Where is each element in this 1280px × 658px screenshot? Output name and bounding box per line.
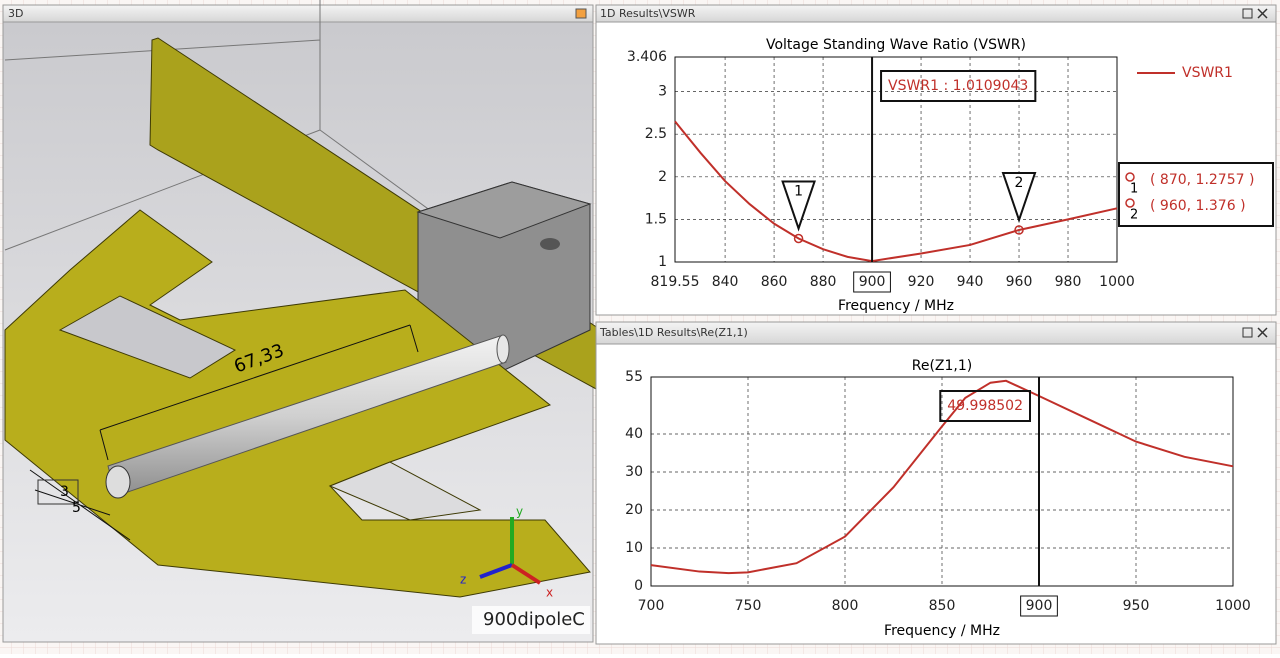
x-tick-label: 950 [1123, 598, 1150, 614]
y-tick-label: 1 [658, 254, 667, 270]
dimension-label: 5 [72, 500, 81, 516]
series-line [674, 120, 1118, 263]
marker-icon [1125, 172, 1135, 182]
x-tick-label: 960 [1006, 274, 1033, 290]
chart-window [595, 321, 1277, 645]
marker-flag [781, 180, 816, 232]
cursor-label-box [880, 70, 1037, 102]
marker-table-number: 1 [1130, 182, 1138, 197]
title-bar [2, 4, 594, 23]
marker-number: 2 [1015, 175, 1024, 191]
plot-frame [650, 376, 1234, 587]
y-tick-label: 0 [634, 578, 643, 594]
x-tick-label: 860 [761, 274, 788, 290]
x-tick-label: 1000 [1099, 274, 1135, 290]
axis-x [510, 563, 542, 585]
x-tick-label: 900 [1026, 598, 1053, 614]
cutout [328, 461, 482, 521]
chart-title: Voltage Standing Wave Ratio (VSWR) [766, 37, 1026, 53]
y-tick-label: 2.5 [645, 126, 667, 142]
dimension-lines [29, 324, 419, 541]
maximize-button[interactable] [1242, 8, 1253, 19]
axes-gizmo [479, 517, 542, 585]
x-axis-label: Frequency / MHz [838, 298, 954, 314]
marker-icon [1125, 198, 1135, 208]
y-tick-label: 30 [625, 464, 643, 480]
y-tick-label: 40 [625, 426, 643, 442]
feed [105, 465, 131, 499]
axis-label: y [516, 505, 523, 519]
y-tick-label: 3 [658, 84, 667, 100]
plot-frame [674, 56, 1118, 263]
close-button[interactable] [1257, 327, 1268, 338]
marker-number: 1 [794, 184, 803, 200]
model-3d [4, 0, 599, 598]
y-tick-label: 10 [625, 540, 643, 556]
model-name-box [472, 606, 590, 634]
cursor-tick-box [1020, 595, 1058, 617]
window-title: Tables\1D Results\Re(Z1,1) [599, 326, 748, 339]
box-top [416, 181, 592, 239]
chart-title: Re(Z1,1) [912, 358, 973, 374]
title-bar [595, 321, 1277, 345]
close-button[interactable] [1257, 8, 1268, 19]
maximize-button[interactable] [1242, 327, 1253, 338]
cursor-label: VSWR1 : 1.0109043 [888, 78, 1028, 94]
x-tick-label: 940 [957, 274, 984, 290]
legend-label: VSWR1 [1182, 65, 1233, 81]
marker-table-box [1118, 162, 1274, 227]
y-tick-label: 55 [625, 369, 643, 385]
title-bar [595, 4, 1277, 23]
maximize-button[interactable] [575, 8, 587, 19]
cursor-label-box [939, 390, 1031, 422]
cursor-label: 49.998502 [947, 398, 1023, 414]
y-tick-label: 1.5 [645, 211, 667, 227]
marker-flag [1001, 171, 1037, 224]
marker-table-number: 2 [1130, 208, 1138, 223]
axis-label: x [546, 586, 553, 600]
x-tick-label: 920 [908, 274, 935, 290]
axis-z [479, 563, 513, 579]
box-hole [540, 238, 560, 250]
x-axis-label: Frequency / MHz [884, 623, 1000, 639]
x-tick-label: 880 [810, 274, 837, 290]
series-line [650, 379, 1234, 575]
marker-point [793, 233, 804, 244]
x-tick-label: 750 [735, 598, 762, 614]
cursor-tick-box [853, 271, 891, 293]
dim-box [37, 479, 79, 505]
x-tick-label: 800 [832, 598, 859, 614]
axis-label: z [460, 573, 466, 587]
y-tick-label: 20 [625, 502, 643, 518]
marker-point [1014, 225, 1024, 235]
marker-table-text: ( 870, 1.2757 ) [1150, 172, 1254, 188]
model-name: 900dipoleC [483, 609, 585, 630]
x-tick-label: 900 [859, 274, 886, 290]
window-title: 1D Results\VSWR [600, 7, 696, 20]
x-tick-label: 819.55 [651, 274, 700, 290]
x-tick-label: 1000 [1215, 598, 1251, 614]
window-title: 3D [8, 7, 23, 20]
x-tick-label: 840 [712, 274, 739, 290]
marker-table-text: ( 960, 1.376 ) [1150, 198, 1246, 214]
arm-end [496, 334, 510, 364]
cutout [58, 295, 237, 379]
dimension-label: 3 [60, 484, 69, 500]
x-tick-label: 850 [929, 598, 956, 614]
x-tick-label: 700 [638, 598, 665, 614]
y-tick-label: 2 [658, 169, 667, 185]
x-tick-label: 980 [1055, 274, 1082, 290]
y-tick-label: 3.406 [627, 49, 667, 65]
